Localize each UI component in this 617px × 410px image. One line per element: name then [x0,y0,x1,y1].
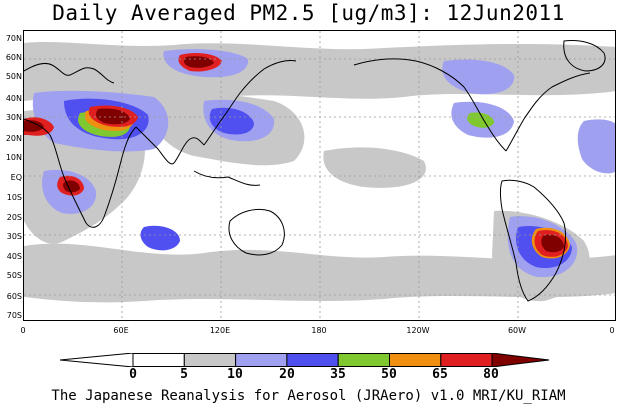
lat-label-20n: 20N [5,134,22,143]
legend-swatch-10 [235,353,288,367]
lon-label-60w: 60W [507,326,527,335]
legend-label-80: 80 [483,367,499,382]
lat-label-70s: 70S [6,311,22,320]
lat-label-60s: 60S [6,292,22,301]
lon-label-60e: 60E [113,326,129,335]
legend-label-10: 10 [227,367,243,382]
lat-label-20s: 20S [6,213,22,222]
lon-label-0-east: 0 [609,326,615,335]
lat-label-30s: 30S [6,232,22,241]
coastline-arabia-india [135,126,205,165]
lat-label-50n: 50N [5,72,22,81]
legend-swatch-65 [440,353,493,367]
lon-label-180: 180 [311,326,327,335]
lat-label-70n: 70N [5,34,22,43]
lon-label-120e: 120E [209,326,231,335]
coastline-africa [24,118,137,228]
pm25-area-darkred-sahara [24,120,44,132]
legend-label-65: 65 [432,367,448,382]
lat-label-10s: 10S [6,193,22,202]
coastline-eastasia [203,60,297,146]
pm25-area-lightblue-northamerica [442,59,515,95]
map-gridlines [24,31,615,320]
lat-label-eq: EQ [10,173,22,182]
pm25-band-80-plus [24,56,564,253]
legend-swatches [60,353,550,367]
legend-swatch-35 [337,353,391,367]
coastline-europe [24,62,115,84]
world-map-frame [23,30,616,321]
legend-swatch-50 [389,353,442,367]
legend-label-50: 50 [381,367,397,382]
lat-label-30n: 30N [5,113,22,122]
lat-label-40n: 40N [5,94,22,103]
lat-label-40s: 40S [6,252,22,261]
coastline-northamerica-east [505,72,591,152]
coastline-indonesia [193,170,261,186]
legend-swatch-0 [132,353,185,367]
pm25-area-green-southeastus [467,112,494,128]
legend-label-35: 35 [330,367,346,382]
pm25-area-darkred-arabia [96,108,130,125]
coastline-southamerica [500,179,567,302]
map-title: Daily Averaged PM2.5 [ug/m3]: 12Jun2011 [52,1,565,25]
pm25-area-darkred-southamerica [541,234,564,253]
pm25-area-lightblue-caribbean [577,119,615,174]
legend-swatch-20 [286,353,339,367]
legend-swatch-above-80 [491,353,550,367]
coastlines [24,40,606,302]
legend-swatch-5 [183,353,237,367]
pm25-area-grey-southern [24,243,615,303]
coastline-greenland [563,40,606,72]
legend-label-20: 20 [279,367,295,382]
pm25-area-darkred-siberia [183,56,214,68]
credit-line: The Japanese Reanalysis for Aerosol (JRA… [51,388,566,404]
legend-label-5: 5 [180,367,188,382]
legend-label-0: 0 [129,367,137,382]
pm25-area-grey-eastpacific [323,147,426,188]
coastline-australia [228,208,285,256]
lat-label-50s: 50S [6,271,22,280]
coastline-northamerica [353,58,507,152]
pm25-map [24,31,615,320]
lon-label-120w: 120W [406,326,430,335]
lat-label-10n: 10N [5,153,22,162]
lat-label-60n: 60N [5,53,22,62]
pm25-area-blue-indianocean [140,225,180,251]
legend-colorbar [60,353,550,367]
legend-swatch-below-0 [60,353,134,367]
lon-label-0-west: 0 [20,326,26,335]
